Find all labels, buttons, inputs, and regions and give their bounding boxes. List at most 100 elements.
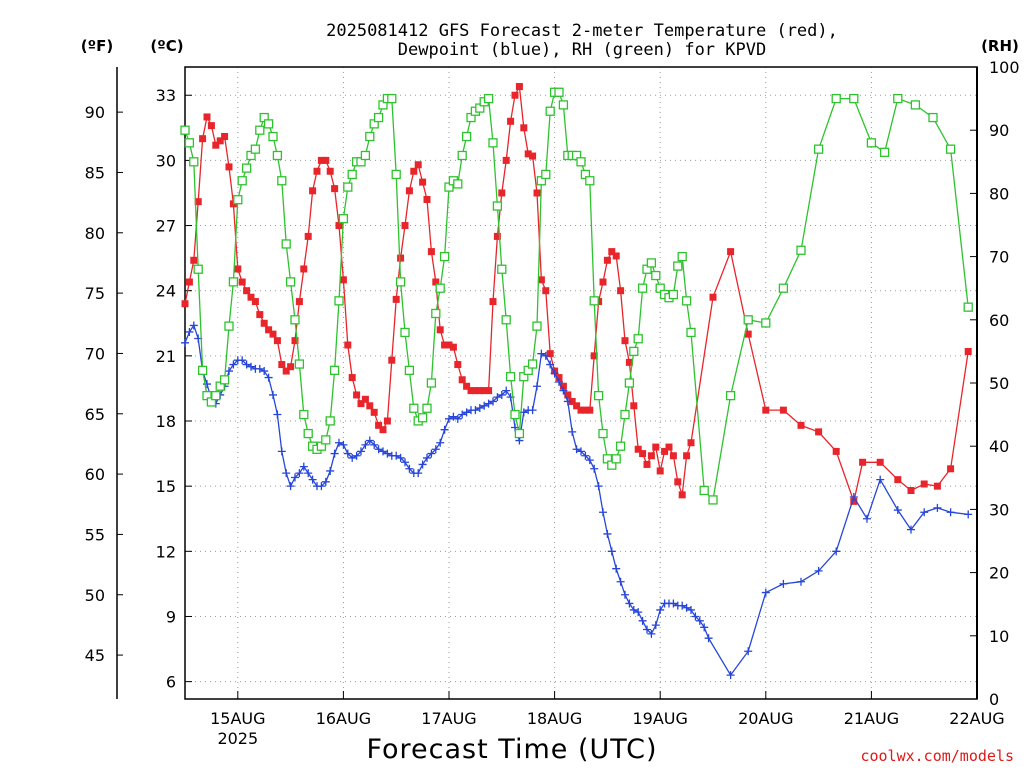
dewpoint-point (533, 382, 541, 391)
chart-title-line-2: Dewpoint (blue), RH (green) for KPVD (398, 40, 766, 60)
temperature-point (265, 326, 273, 334)
rh-tick-label: 50 (989, 374, 1009, 393)
dewpoint-point (317, 482, 326, 491)
dewpoint-point (621, 590, 629, 599)
fahrenheit-tick-label: 45 (85, 646, 105, 665)
dewpoint-point (700, 623, 709, 632)
dewpoint-point (599, 508, 607, 517)
temperature-point (467, 387, 475, 395)
temperature-point (529, 152, 537, 160)
temperature-point (665, 443, 673, 451)
dewpoint-point (669, 599, 678, 608)
temperature-point (471, 387, 479, 395)
rh-tick-label: 90 (989, 121, 1009, 140)
celsius-tick-label: 30 (156, 151, 176, 170)
rh-point (391, 169, 401, 180)
dewpoint-point (308, 475, 317, 484)
dewpoint-point (321, 477, 330, 486)
dewpoint-point (445, 414, 453, 423)
x-tick-label: 16AUG (316, 709, 371, 728)
temperature-point (361, 395, 369, 403)
temperature-point (427, 248, 435, 256)
dewpoint-point (537, 349, 546, 358)
temperature-point (779, 406, 787, 414)
rh-point (343, 182, 353, 192)
rh-point (633, 334, 643, 344)
rh-point (629, 346, 639, 357)
temperature-point (612, 252, 620, 260)
dewpoint-point (585, 456, 594, 465)
rh-point (453, 179, 463, 189)
dewpoint-point (638, 616, 647, 625)
temperature-point (304, 232, 312, 240)
temperature-point (894, 476, 902, 484)
temperature-point (485, 387, 493, 395)
rh-point (778, 283, 789, 293)
dewpoint-point (946, 508, 955, 517)
temperature-point (212, 141, 220, 149)
dewpoint-point (493, 393, 502, 402)
rh-point (488, 138, 498, 148)
fahrenheit-tick-label: 80 (85, 224, 105, 243)
dewpoint-point (383, 449, 392, 458)
temperature-point (920, 480, 928, 488)
dewpoint-point (572, 445, 581, 454)
temperature-point (269, 330, 277, 338)
temperature-point (375, 421, 383, 429)
rh-point (527, 359, 538, 369)
rh-point (483, 93, 494, 104)
rh-point (945, 144, 956, 154)
rh-point (510, 409, 520, 420)
dewpoint-point (726, 671, 735, 680)
temperature-point (388, 356, 396, 364)
chart-title-line-1: 2025081412 GFS Forecast 2-meter Temperat… (326, 21, 838, 41)
temperature-point (678, 491, 686, 499)
rh-point (492, 201, 503, 211)
x-tick-label: 22AUG (949, 709, 1004, 728)
temperature-point (603, 256, 611, 264)
dewpoint-point (744, 647, 753, 656)
dewpoint-point (907, 525, 915, 534)
temperature-point (383, 417, 391, 425)
x-tick-label: 19AUG (632, 709, 687, 728)
celsius-tick-label: 21 (156, 347, 176, 366)
dewpoint-point (550, 369, 559, 378)
rh-point (620, 409, 630, 420)
dewpoint-point (440, 425, 449, 434)
temperature-point (331, 185, 339, 193)
rh-point (893, 93, 903, 104)
rh-point (514, 428, 525, 439)
temperature-point (542, 287, 550, 295)
dewpoint-point (339, 440, 348, 449)
rh-point (180, 125, 190, 135)
dewpoint-point (594, 482, 603, 491)
dewpoint-point (238, 356, 247, 365)
temperature-point (190, 256, 198, 264)
rh-point (646, 258, 657, 268)
rh-point (461, 131, 472, 142)
temperature-point (507, 117, 515, 125)
x-tick-sublabel: 2025 (217, 729, 258, 748)
dewpoint-point (471, 406, 480, 415)
temperature-point (832, 447, 840, 455)
fahrenheit-unit-label: (ºF) (81, 37, 113, 55)
dewpoint-point (462, 408, 471, 417)
temperature-point (546, 350, 554, 358)
celsius-tick-label: 12 (156, 542, 176, 561)
dewpoint-point (581, 451, 590, 460)
rh-series (180, 87, 973, 505)
dewpoint-point (687, 605, 695, 614)
dewpoint-point (229, 360, 238, 369)
temperature-point (199, 135, 207, 143)
rh-point (277, 176, 287, 186)
dewpoint-point (480, 401, 489, 410)
rh-point (831, 93, 841, 104)
dewpoint-point (357, 447, 365, 456)
rh-point (281, 239, 291, 249)
dewpoint-point (797, 577, 805, 586)
dewpoint-point (634, 608, 643, 617)
temperature-point (278, 361, 286, 369)
dewpoint-point (352, 451, 361, 460)
rh-point (668, 289, 679, 300)
dewpoint-point (242, 360, 251, 369)
